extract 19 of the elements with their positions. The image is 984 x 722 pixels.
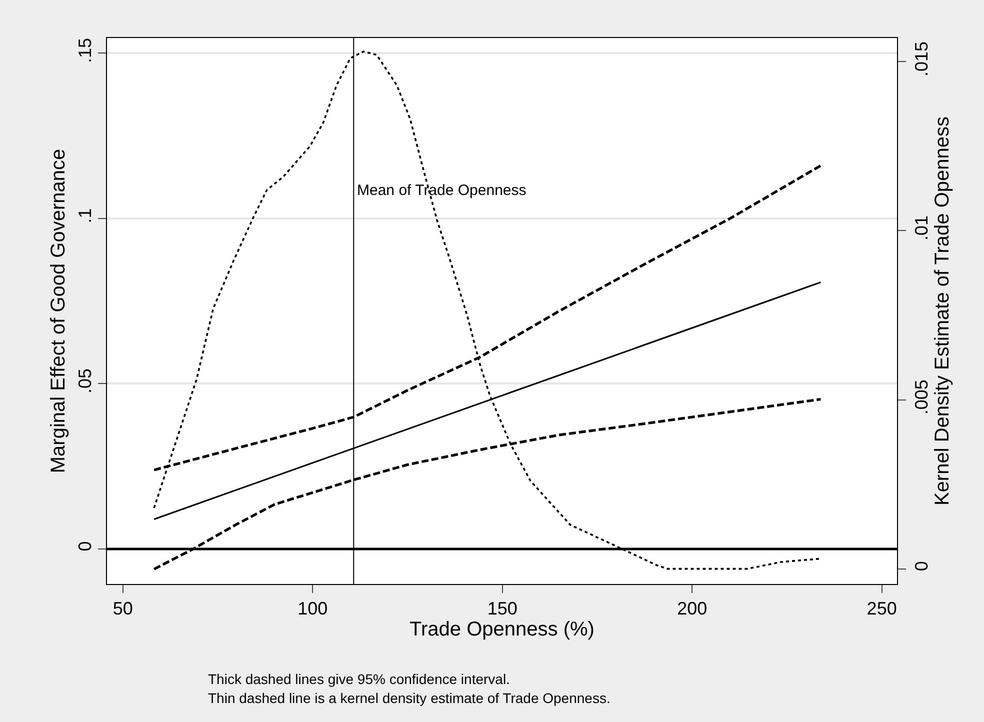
x-axis-title: Trade Openness (%) bbox=[410, 618, 594, 641]
x-tick-label: 200 bbox=[677, 598, 708, 619]
y2-tick-label: .015 bbox=[912, 41, 932, 76]
y2-axis-title: Kernel Density Estimate of Trade Openness bbox=[932, 116, 954, 506]
x-tick-label: 150 bbox=[487, 598, 518, 619]
y-axis-title: Marginal Effect of Good Governance bbox=[47, 148, 70, 474]
y-tick-label: .15 bbox=[74, 38, 95, 64]
y-tick-label: 0 bbox=[74, 541, 95, 552]
y-tick-label: .1 bbox=[74, 208, 95, 224]
y2-tick-label: 0 bbox=[912, 561, 932, 572]
x-tick-label: 250 bbox=[866, 598, 897, 619]
x-tick-label: 50 bbox=[112, 598, 133, 619]
y2-tick-label: .01 bbox=[912, 215, 932, 241]
text: Thick dashed lines give 95% confidence interval. bbox=[208, 671, 510, 687]
x-tick-label: 100 bbox=[298, 598, 328, 619]
ref-line-label: Mean of Trade Openness bbox=[357, 182, 526, 199]
text: Thin dashed line is a kernel density estimate of Trade Openness. bbox=[208, 690, 610, 706]
y-tick-label: .05 bbox=[74, 368, 95, 394]
y2-tick-label: .005 bbox=[912, 380, 932, 415]
